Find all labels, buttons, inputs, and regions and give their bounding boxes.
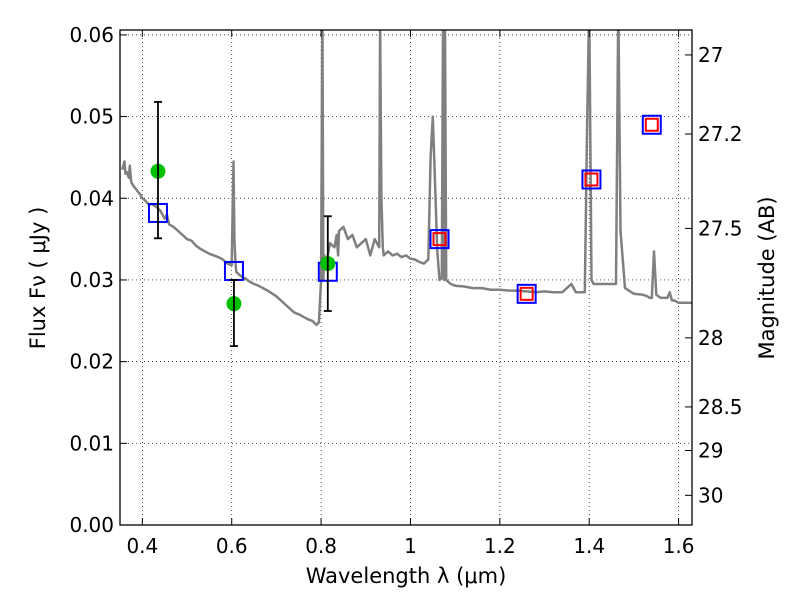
model-square-point — [429, 229, 450, 250]
y-tick-label: 0.03 — [69, 268, 114, 292]
y2-tick-label: 30 — [698, 483, 723, 507]
x-tick-label: 1 — [404, 534, 417, 558]
model-square-point — [641, 114, 662, 135]
y-tick-label: 0.06 — [69, 23, 114, 47]
series-layer — [120, 30, 692, 348]
observed-square-point — [519, 286, 534, 301]
y-tick-label: 0.05 — [69, 105, 114, 129]
y2-tick-label: 27 — [698, 43, 723, 67]
model-square-point — [581, 169, 602, 190]
y-tick-label: 0.00 — [69, 513, 114, 537]
x-tick-label: 0.6 — [216, 534, 248, 558]
y2-tick-label: 27.2 — [698, 122, 743, 146]
y2-tick-label: 29 — [698, 438, 723, 462]
y2-axis-label: Magnitude (AB) — [755, 196, 779, 359]
grid — [120, 30, 692, 525]
y2-tick-label: 28 — [698, 326, 723, 350]
x-axis-label: Wavelength λ (μm) — [306, 564, 507, 588]
ticks: 0.4 0.6 0.8 1 1.2 1.4 1.6 0.00 0.01 0.02 0.03 0.04 0… — [69, 23, 742, 558]
observed-square-point — [584, 172, 599, 187]
x-tick-label: 1.4 — [573, 534, 605, 558]
x-tick-label: 1.2 — [484, 534, 516, 558]
y2-tick-label: 28.5 — [698, 395, 743, 419]
plot-frame — [119, 29, 693, 526]
y-tick-label: 0.02 — [69, 350, 114, 374]
x-tick-label: 1.6 — [663, 534, 695, 558]
spectrum-line — [120, 30, 692, 327]
x-tick-label: 0.4 — [126, 534, 158, 558]
y-tick-label: 0.04 — [69, 186, 114, 210]
observed-square-point — [644, 117, 659, 132]
model-square-point — [516, 283, 537, 304]
observed-square-point — [432, 232, 447, 247]
y2-tick-label: 27.5 — [698, 216, 743, 240]
y-tick-label: 0.01 — [69, 431, 114, 455]
x-tick-label: 0.8 — [305, 534, 337, 558]
y-axis-label: Flux Fν ( μJy ) — [26, 207, 50, 350]
